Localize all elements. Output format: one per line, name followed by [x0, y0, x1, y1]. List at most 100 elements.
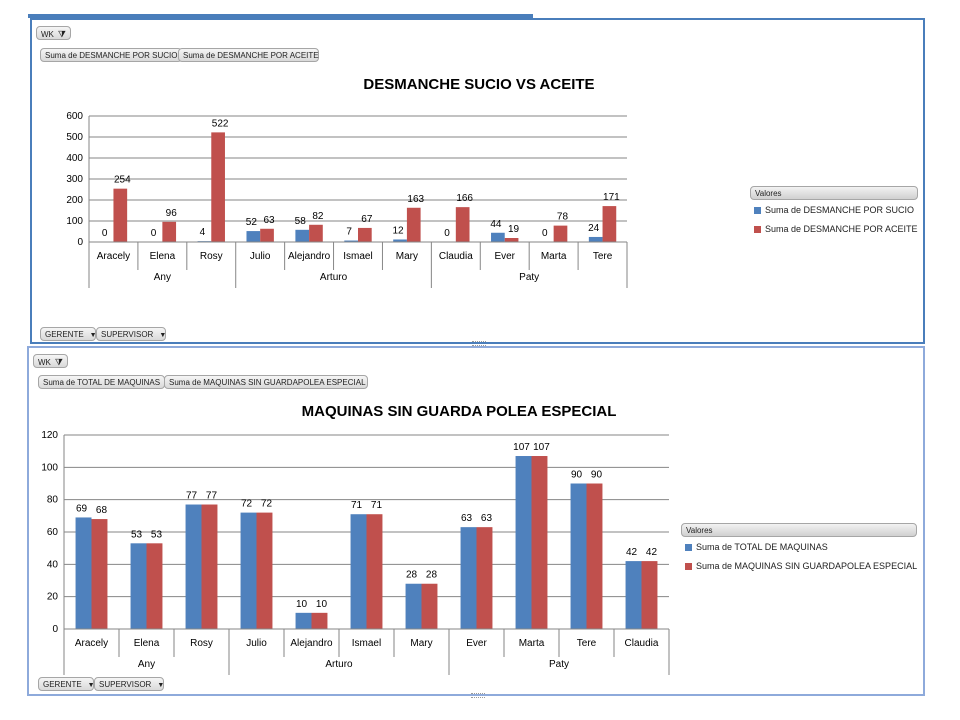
y-tick-label: 60	[47, 527, 59, 538]
data-label: 63	[481, 513, 493, 524]
bar-1	[344, 240, 358, 242]
bar-2	[211, 132, 225, 242]
x-tick-label: Ever	[494, 251, 515, 262]
x-tick-label: Elena	[150, 251, 176, 262]
data-label: 163	[407, 194, 424, 205]
value-field-pill-aceite[interactable]: Suma de DESMANCHE POR ACEITE	[178, 48, 319, 62]
value-field-pill-sucio[interactable]: Suma de DESMANCHE POR SUCIO	[40, 48, 183, 62]
row-field-supervisor[interactable]: SUPERVISOR ▼	[96, 327, 166, 341]
y-tick-label: 500	[66, 132, 83, 143]
bar-1	[393, 239, 407, 242]
bar-2	[91, 519, 108, 629]
resize-handle[interactable]	[471, 693, 485, 698]
row-field-label: SUPERVISOR	[99, 680, 152, 689]
legend-header[interactable]: Valores	[750, 186, 918, 200]
bar-2	[260, 228, 274, 242]
bar-1	[75, 517, 92, 629]
chart-title: MAQUINAS SIN GUARDA POLEA ESPECIAL	[302, 403, 617, 420]
x-tick-label: Julio	[250, 251, 271, 262]
y-tick-label: 80	[47, 495, 59, 506]
data-label: 4	[200, 227, 206, 238]
bar-1	[491, 232, 505, 242]
bar-2	[553, 225, 568, 242]
data-label: 63	[461, 513, 473, 524]
bar-1	[350, 514, 367, 629]
filter-funnel-icon: ⧩	[54, 357, 63, 367]
data-label: 58	[295, 216, 307, 227]
x-tick-label: Aracely	[75, 638, 108, 649]
wk-filter-button[interactable]: WK ⧩	[33, 354, 68, 368]
x-tick-label: Ismael	[352, 638, 381, 649]
data-label: 78	[557, 212, 569, 223]
y-tick-label: 120	[41, 430, 58, 441]
legend-swatch	[754, 226, 761, 234]
group-label: Arturo	[325, 659, 353, 670]
data-label: 90	[571, 470, 583, 481]
chart-desmanche: DESMANCHE SUCIO VS ACEITE010020030040050…	[66, 76, 628, 288]
dropdown-arrow-icon: ▼	[87, 682, 95, 689]
bar-2	[641, 561, 658, 629]
bar-2	[531, 456, 548, 629]
bar-2	[455, 207, 470, 242]
data-label: 77	[186, 491, 198, 502]
y-tick-label: 400	[66, 153, 83, 164]
data-label: 0	[102, 228, 108, 239]
value-field-pill-sin-guarda[interactable]: Suma de MAQUINAS SIN GUARDAPOLEA ESPECIA…	[164, 375, 368, 389]
x-tick-label: Marta	[519, 638, 545, 649]
wk-filter-label: WK	[41, 30, 54, 39]
x-tick-label: Tere	[577, 638, 597, 649]
bar-2	[162, 221, 177, 242]
group-label: Any	[154, 272, 171, 283]
wk-filter-button[interactable]: WK ⧩	[36, 26, 71, 40]
bar-1	[185, 504, 202, 629]
row-field-supervisor[interactable]: SUPERVISOR ▼	[94, 677, 164, 691]
data-label: 7	[346, 227, 352, 238]
x-tick-label: Ismael	[343, 251, 372, 262]
legend-header[interactable]: Valores	[681, 523, 917, 537]
dropdown-arrow-icon: ▼	[157, 682, 165, 689]
data-label: 71	[371, 500, 383, 511]
bar-1	[240, 512, 257, 629]
group-label: Paty	[519, 272, 539, 283]
filter-funnel-icon: ⧩	[57, 29, 66, 39]
row-field-gerente[interactable]: GERENTE ▼	[38, 677, 95, 691]
bar-1	[295, 229, 310, 242]
bar-2	[201, 504, 218, 629]
legend-label: Suma de DESMANCHE POR ACEITE	[765, 224, 918, 234]
data-label: 522	[212, 118, 229, 129]
bar-1	[625, 561, 642, 629]
y-tick-label: 100	[41, 462, 58, 473]
data-label: 52	[246, 217, 258, 228]
row-field-label: GERENTE	[43, 680, 82, 689]
legend-swatch	[685, 563, 692, 571]
bar-2	[309, 224, 323, 242]
chart-panel-desmanche: WK ⧩ Suma de DESMANCHE POR SUCIO Suma de …	[30, 18, 925, 346]
legend-swatch	[685, 544, 692, 552]
legend-label: Suma de TOTAL DE MAQUINAS	[696, 542, 828, 552]
y-tick-label: 40	[47, 559, 59, 570]
row-field-gerente[interactable]: GERENTE ▼	[40, 327, 97, 341]
bar-2	[146, 543, 163, 629]
x-tick-label: Claudia	[439, 251, 473, 262]
data-label: 68	[96, 505, 108, 516]
data-label: 28	[426, 570, 438, 581]
data-label: 107	[513, 442, 530, 453]
data-label: 72	[241, 499, 253, 510]
y-tick-label: 0	[52, 624, 58, 635]
row-field-label: GERENTE	[45, 330, 84, 339]
value-field-label: Suma de MAQUINAS SIN GUARDAPOLEA ESPECIA…	[169, 378, 366, 387]
bar-2	[113, 188, 128, 242]
bar-1	[295, 612, 312, 629]
legend-item-series2: Suma de DESMANCHE POR ACEITE	[754, 224, 918, 234]
bar-2	[504, 238, 519, 242]
value-field-pill-total[interactable]: Suma de TOTAL DE MAQUINAS	[38, 375, 166, 389]
dropdown-arrow-icon: ▼	[159, 332, 167, 339]
data-label: 90	[591, 470, 603, 481]
data-label: 42	[626, 547, 638, 558]
bar-1	[588, 236, 603, 242]
resize-handle[interactable]	[472, 341, 486, 346]
bar-2	[476, 527, 493, 629]
data-label: 166	[456, 193, 473, 204]
bar-2	[406, 207, 421, 242]
group-label: Any	[138, 659, 155, 670]
